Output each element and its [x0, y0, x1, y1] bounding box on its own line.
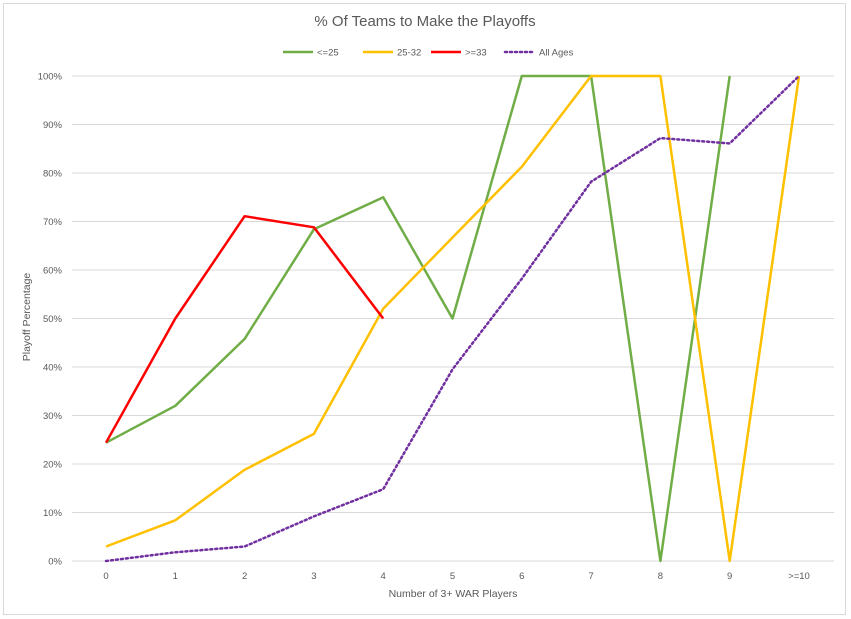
x-tick-label: 2: [242, 571, 247, 582]
y-tick-label: 90%: [43, 120, 63, 131]
y-tick-label: 80%: [43, 169, 63, 180]
y-tick-label: 10%: [43, 508, 63, 519]
x-tick-label: 1: [173, 571, 178, 582]
legend-label: <=25: [317, 48, 339, 59]
series-33: [104, 214, 385, 444]
legend-label: 25-32: [397, 48, 421, 59]
x-tick-label: 4: [381, 571, 386, 582]
x-tick-label: 6: [519, 571, 524, 582]
x-tick-label: 0: [103, 571, 108, 582]
y-axis-ticks: 0% 10% 20% 30% 40% 50% 60% 70% 80% 90% 100%: [38, 72, 63, 568]
y-axis-label: Playoff Percentage: [21, 273, 33, 362]
x-axis-label: Number of 3+ WAR Players: [389, 588, 518, 600]
legend: <=25 25-32 >=33 All Ages: [283, 48, 574, 59]
x-tick-label: 3: [311, 571, 316, 582]
gridlines: [72, 75, 834, 562]
y-tick-label: 0%: [48, 557, 62, 568]
x-tick-label: 5: [450, 571, 455, 582]
y-tick-label: 20%: [43, 460, 63, 471]
series-line: [104, 214, 385, 444]
series-25-32: [105, 74, 801, 563]
y-tick-label: 70%: [43, 217, 63, 228]
series-line: [105, 74, 731, 563]
y-tick-label: 50%: [43, 314, 63, 325]
y-tick-label: 30%: [43, 411, 63, 422]
series-group: [104, 74, 801, 563]
legend-label: >=33: [465, 48, 487, 59]
x-tick-label: >=10: [788, 571, 810, 582]
series-25: [105, 74, 731, 563]
y-tick-label: 60%: [43, 266, 63, 277]
x-tick-label: 7: [588, 571, 593, 582]
y-tick-label: 100%: [38, 72, 63, 83]
series-line: [104, 74, 801, 563]
legend-label: All Ages: [539, 48, 574, 59]
x-tick-label: 8: [658, 571, 663, 582]
chart-title: % Of Teams to Make the Playoffs: [314, 13, 535, 30]
x-axis-ticks: 0 1 2 3 4 5 6 7 8 9 >=10: [103, 571, 809, 582]
x-tick-label: 9: [727, 571, 732, 582]
series-line: [105, 74, 801, 563]
series-all-ages: [104, 74, 801, 563]
y-tick-label: 40%: [43, 363, 63, 374]
